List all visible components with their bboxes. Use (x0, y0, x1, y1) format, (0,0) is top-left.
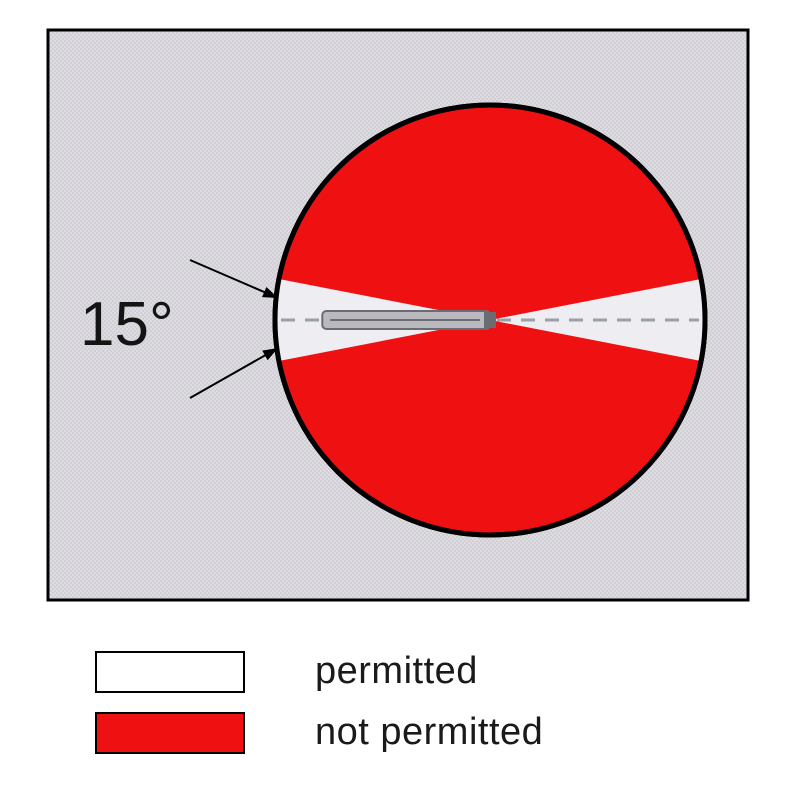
bolt-head (484, 312, 496, 328)
angle-label: 15° (80, 290, 174, 359)
legend-label-permitted: permitted (315, 650, 478, 693)
legend: permitted not permitted (95, 650, 543, 772)
legend-swatch-permitted (95, 651, 245, 693)
legend-row-permitted: permitted (95, 650, 543, 693)
legend-label-not-permitted: not permitted (315, 711, 543, 754)
legend-row-not-permitted: not permitted (95, 711, 543, 754)
legend-swatch-not-permitted (95, 712, 245, 754)
